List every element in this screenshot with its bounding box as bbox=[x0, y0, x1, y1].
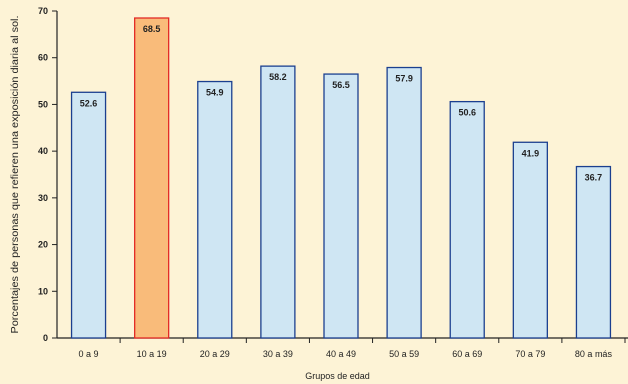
y-tick-label: 30 bbox=[38, 193, 48, 203]
bar-value-label: 54.9 bbox=[206, 88, 224, 98]
y-tick-label: 70 bbox=[38, 6, 48, 16]
x-category-label: 80 a más bbox=[575, 349, 613, 359]
y-tick-label: 40 bbox=[38, 146, 48, 156]
x-category-label: 10 a 19 bbox=[137, 349, 167, 359]
bar-value-label: 58.2 bbox=[269, 72, 287, 82]
bars: 52.6 68.5 54.9 58.2 56.5 57.9 50.6 41.9 36.7 bbox=[70, 17, 612, 339]
x-category-label: 20 a 29 bbox=[200, 349, 230, 359]
y-tick-label: 60 bbox=[38, 53, 48, 63]
bar-60-a-69 bbox=[449, 100, 485, 339]
x-category-label: 40 a 49 bbox=[326, 349, 356, 359]
bar-20-a-29 bbox=[197, 80, 233, 339]
bar-value-label: 57.9 bbox=[395, 74, 413, 84]
bar-80-a-más bbox=[575, 165, 612, 339]
bar-value-label: 52.6 bbox=[80, 98, 98, 108]
y-tick-label: 10 bbox=[38, 286, 48, 296]
y-tick-label: 20 bbox=[38, 240, 48, 250]
bar-40-a-49 bbox=[323, 73, 359, 339]
bar-value-label: 50.6 bbox=[458, 108, 476, 118]
bar-70-a-79 bbox=[512, 141, 548, 339]
bar-10-a-19 bbox=[134, 17, 170, 339]
x-category-label: 50 a 59 bbox=[389, 349, 419, 359]
x-category-labels: 0 a 9 10 a 19 20 a 29 30 a 39 40 a 49 50 a 59… bbox=[79, 338, 626, 359]
y-tick-label: 0 bbox=[43, 333, 48, 343]
y-axis-title: Porcentajes de personas que refieren una… bbox=[9, 16, 21, 334]
x-axis-title: Grupos de edad bbox=[305, 371, 370, 381]
y-tick-label: 50 bbox=[38, 99, 48, 109]
bar-value-label: 56.5 bbox=[332, 80, 350, 90]
x-category-label: 0 a 9 bbox=[79, 349, 99, 359]
bar-50-a-59 bbox=[386, 66, 422, 339]
bar-value-label: 68.5 bbox=[143, 24, 161, 34]
x-category-label: 70 a 79 bbox=[515, 349, 545, 359]
y-ticks: 0 10 20 30 40 50 60 70 bbox=[38, 6, 57, 343]
bar-value-label: 41.9 bbox=[522, 148, 540, 158]
bar-30-a-39 bbox=[260, 65, 296, 339]
bar-0-a-9 bbox=[70, 91, 107, 339]
x-category-label: 30 a 39 bbox=[263, 349, 293, 359]
x-category-label: 60 a 69 bbox=[452, 349, 482, 359]
bar-value-label: 36.7 bbox=[585, 173, 603, 183]
